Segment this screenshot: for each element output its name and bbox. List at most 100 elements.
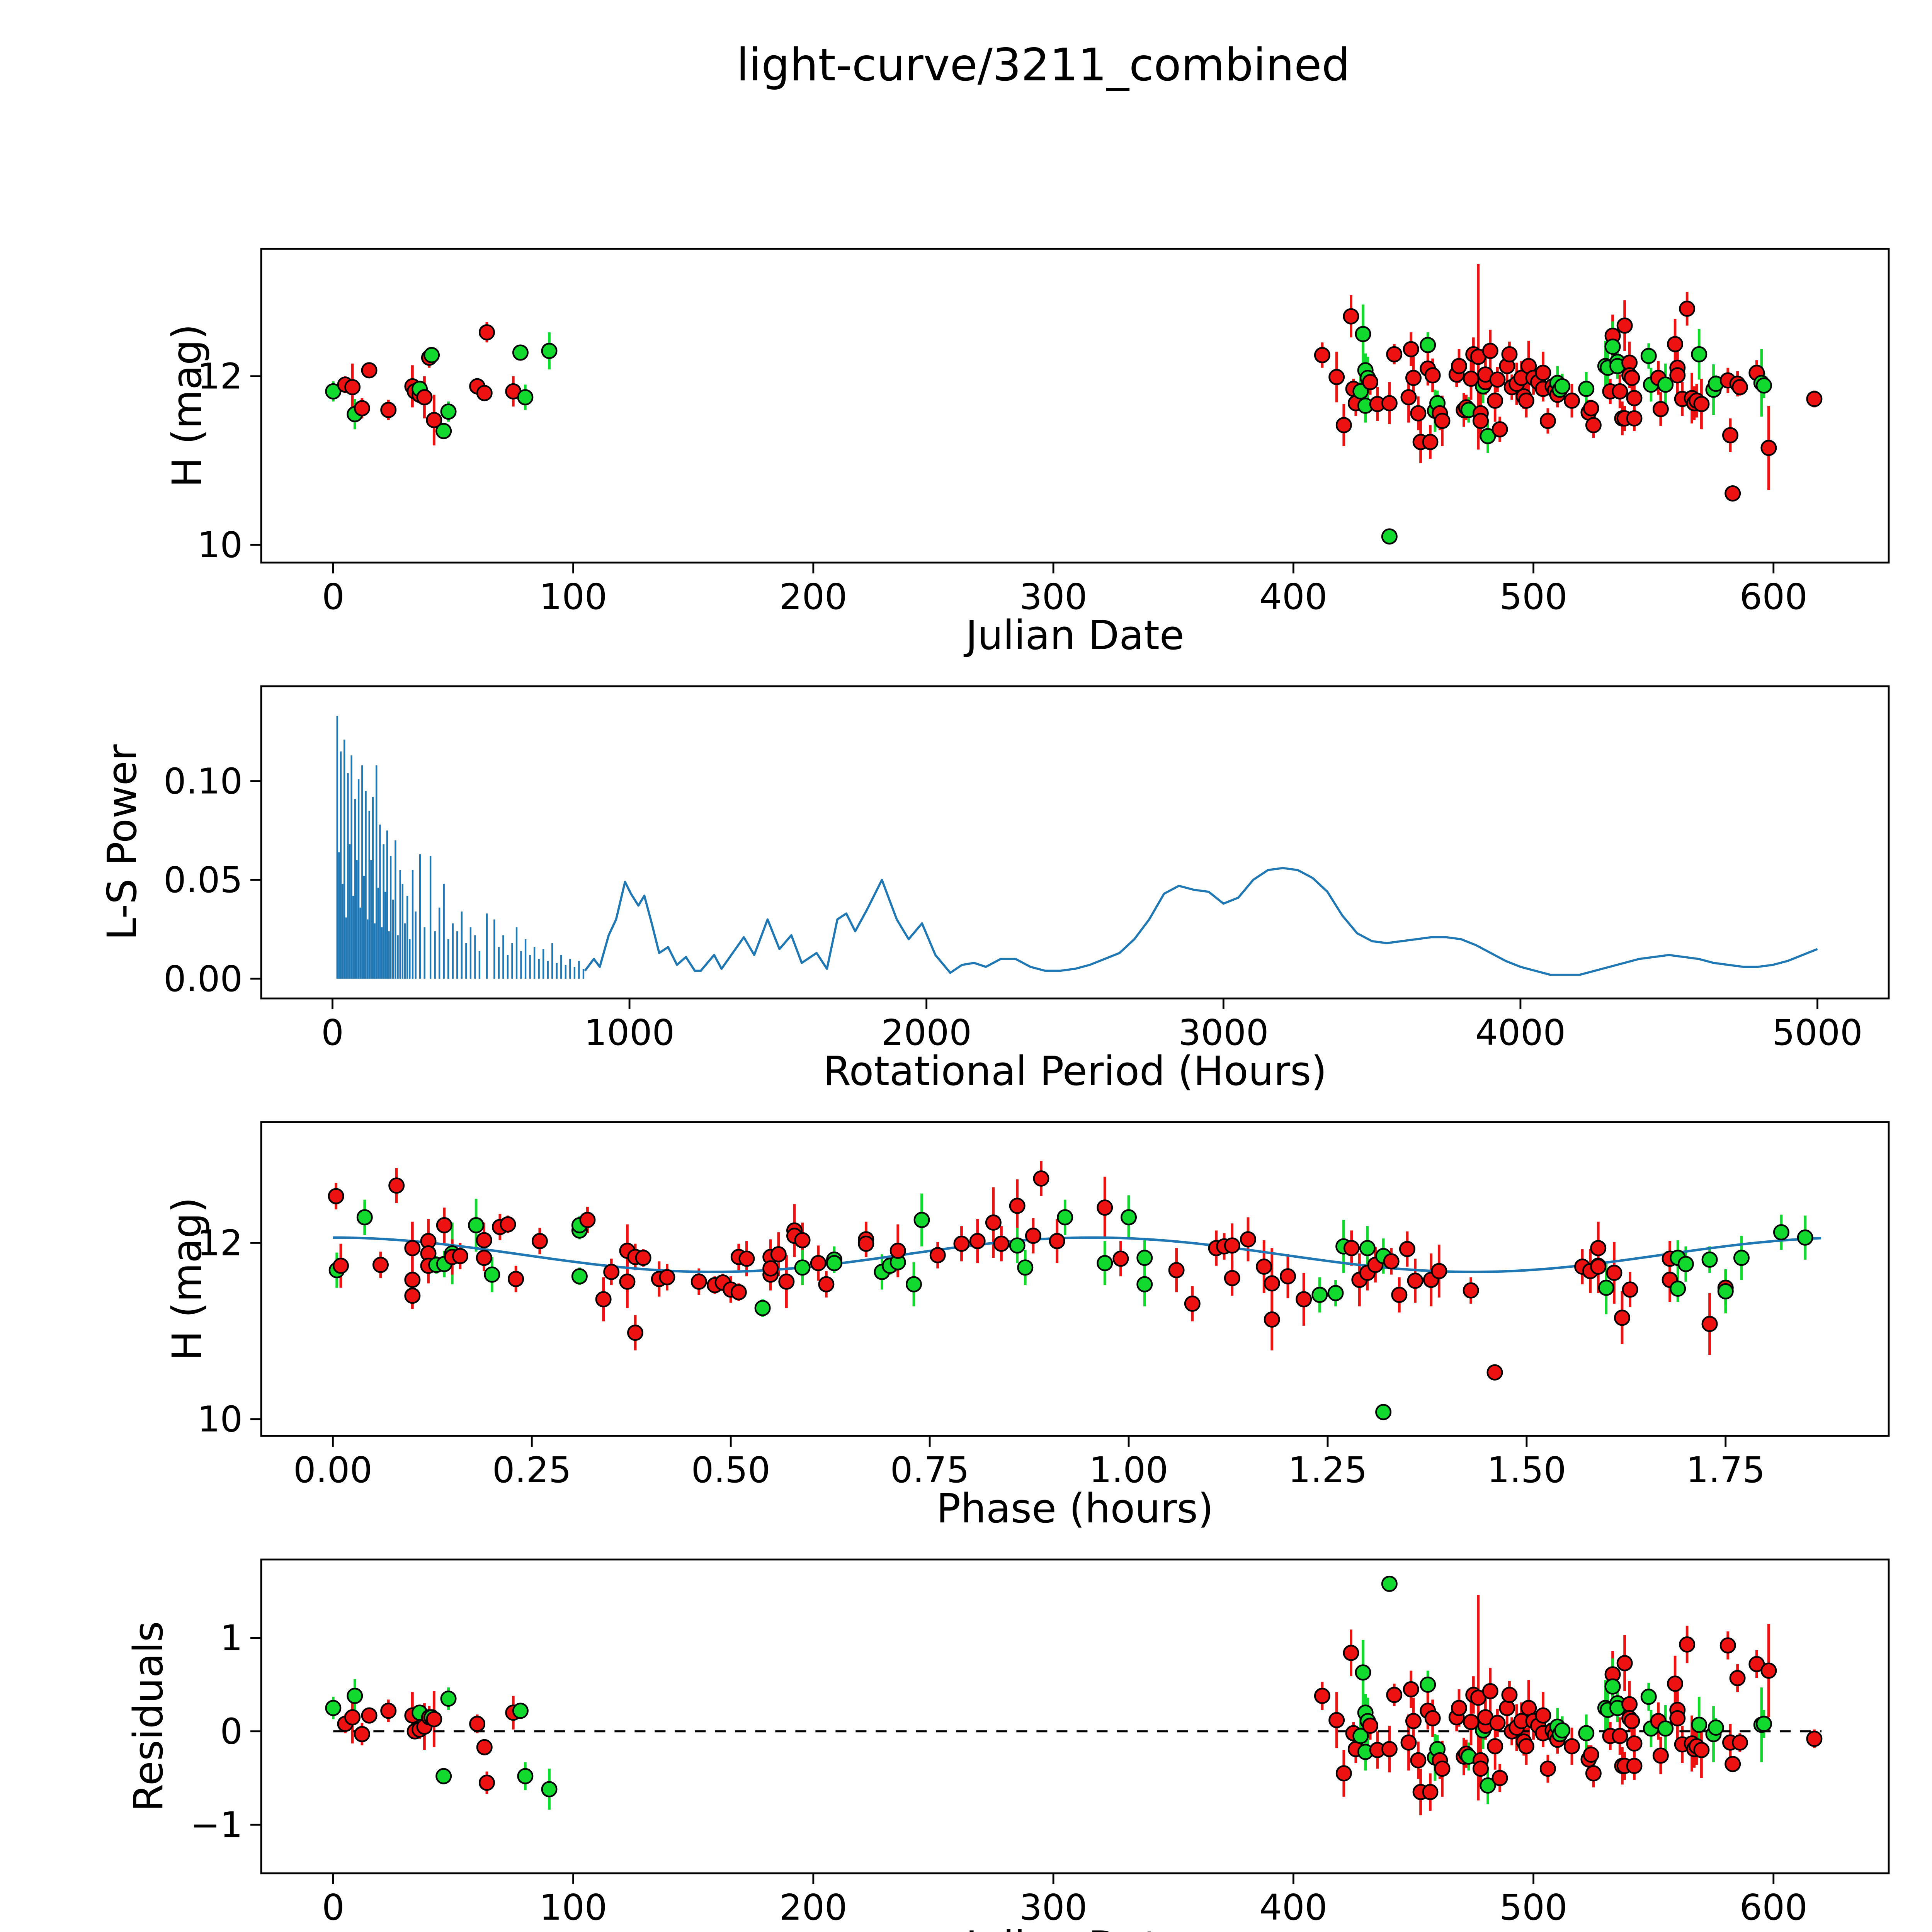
data-point bbox=[1383, 1253, 1400, 1270]
data-point bbox=[1224, 1270, 1240, 1286]
plot-frame bbox=[260, 1558, 1890, 1874]
data-point bbox=[1362, 1718, 1379, 1734]
data-point bbox=[1492, 421, 1508, 438]
x-axis-label: Julian Date bbox=[963, 612, 1184, 659]
data-point bbox=[1585, 1765, 1602, 1782]
data-point bbox=[1463, 1282, 1479, 1299]
data-point bbox=[1381, 1741, 1398, 1757]
x-tick-label: 1.50 bbox=[1487, 1449, 1566, 1491]
data-point bbox=[1424, 367, 1441, 384]
data-point bbox=[603, 1264, 620, 1280]
y-axis-label: Residuals bbox=[125, 1621, 172, 1811]
data-point bbox=[1355, 1664, 1371, 1681]
x-tick-label: 1.75 bbox=[1686, 1449, 1765, 1491]
data-point bbox=[1590, 1259, 1607, 1275]
data-point bbox=[476, 1739, 493, 1755]
data-point bbox=[1677, 1256, 1694, 1272]
data-point bbox=[1314, 347, 1330, 364]
data-point bbox=[325, 1700, 342, 1716]
data-point bbox=[1539, 1760, 1556, 1777]
data-point bbox=[1725, 485, 1741, 502]
data-point bbox=[1136, 1276, 1153, 1293]
data-point bbox=[1355, 326, 1371, 342]
data-point bbox=[1725, 1756, 1741, 1772]
data-point bbox=[1343, 1240, 1360, 1257]
data-point bbox=[826, 1255, 842, 1271]
data-point bbox=[1403, 1681, 1419, 1697]
data-point bbox=[1667, 1675, 1684, 1692]
data-point bbox=[1640, 1689, 1657, 1705]
data-point bbox=[810, 1255, 827, 1271]
data-point bbox=[325, 383, 342, 400]
x-tick-label: 200 bbox=[779, 576, 847, 617]
data-point bbox=[416, 389, 433, 406]
data-point bbox=[1451, 1700, 1467, 1716]
data-point bbox=[1669, 1710, 1686, 1726]
data-point bbox=[1691, 346, 1708, 362]
x-tick-label: 3000 bbox=[1178, 1012, 1269, 1053]
plot-frame bbox=[260, 1121, 1890, 1437]
x-axis-label: Julian Date bbox=[963, 1922, 1184, 1932]
data-point bbox=[1624, 369, 1640, 386]
data-point bbox=[1578, 381, 1595, 397]
data-point bbox=[344, 379, 361, 395]
data-point bbox=[1518, 392, 1534, 409]
data-point bbox=[1554, 1722, 1571, 1739]
data-point bbox=[1224, 1237, 1240, 1254]
data-point bbox=[762, 1260, 779, 1277]
data-point bbox=[1539, 413, 1556, 429]
data-point bbox=[512, 1702, 529, 1719]
data-point bbox=[1049, 1233, 1065, 1249]
data-point bbox=[1359, 1240, 1376, 1257]
data-point bbox=[1033, 1170, 1049, 1187]
data-point bbox=[1431, 1263, 1447, 1279]
data-point bbox=[1482, 343, 1498, 359]
x-tick-label: 0 bbox=[322, 576, 345, 617]
y-tick-label: 1 bbox=[220, 1617, 243, 1659]
data-point bbox=[1112, 1250, 1129, 1267]
data-point bbox=[1097, 1255, 1113, 1271]
data-point bbox=[1518, 1738, 1534, 1755]
data-point bbox=[1535, 1707, 1551, 1724]
data-point bbox=[1583, 400, 1599, 417]
data-point bbox=[993, 1235, 1010, 1252]
data-point bbox=[1480, 1777, 1496, 1794]
data-point bbox=[512, 344, 529, 361]
y-tick-label: 0 bbox=[220, 1711, 243, 1752]
data-point bbox=[579, 1212, 596, 1228]
x-tick-label: 2000 bbox=[881, 1012, 972, 1053]
data-point bbox=[1472, 1760, 1489, 1777]
data-point bbox=[913, 1212, 930, 1228]
data-point bbox=[452, 1248, 468, 1264]
data-point bbox=[476, 385, 493, 401]
data-point bbox=[1598, 1279, 1614, 1296]
data-point bbox=[517, 1768, 534, 1784]
data-point bbox=[1487, 392, 1503, 409]
data-point bbox=[1482, 1683, 1498, 1699]
x-axis-label: Rotational Period (Hours) bbox=[823, 1048, 1327, 1095]
data-point bbox=[1670, 1281, 1686, 1297]
data-point bbox=[404, 1272, 421, 1288]
periodogram-curve bbox=[584, 867, 1818, 976]
data-point bbox=[380, 1702, 397, 1719]
model-fit-curve bbox=[333, 1236, 1821, 1273]
figure-title: light-curve/3211_combined bbox=[736, 39, 1350, 91]
data-point bbox=[1335, 417, 1352, 434]
data-point bbox=[1606, 1265, 1622, 1281]
data-point bbox=[1501, 346, 1518, 362]
x-axis-label: Phase (hours) bbox=[936, 1485, 1213, 1532]
periodogram-spikes bbox=[336, 716, 585, 979]
data-point bbox=[1335, 1765, 1352, 1782]
data-point bbox=[1501, 1687, 1518, 1703]
data-point bbox=[1405, 369, 1422, 386]
plot-frame bbox=[260, 248, 1890, 564]
data-point bbox=[436, 1217, 452, 1233]
data-point bbox=[468, 1217, 485, 1233]
data-point bbox=[1480, 428, 1496, 444]
data-point bbox=[730, 1284, 747, 1301]
data-point bbox=[1405, 1713, 1422, 1730]
data-point bbox=[794, 1232, 811, 1248]
data-point bbox=[1708, 1719, 1724, 1736]
data-point bbox=[478, 324, 495, 341]
data-point bbox=[1381, 1575, 1398, 1592]
